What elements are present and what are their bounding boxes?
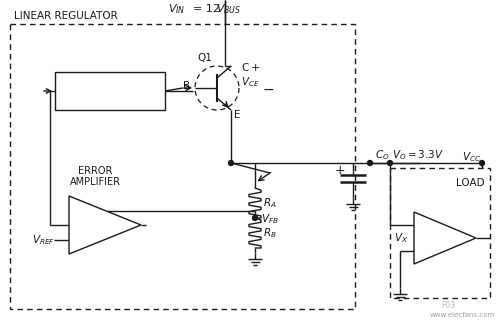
Circle shape [368, 161, 372, 165]
Text: www.elecfans.com: www.elecfans.com [430, 312, 495, 318]
Text: $V_{REF}$: $V_{REF}$ [32, 234, 55, 247]
Circle shape [252, 215, 258, 221]
Text: $V_O = 3.3V$: $V_O = 3.3V$ [392, 148, 444, 162]
Text: $C_O$: $C_O$ [375, 148, 390, 162]
Text: $V_{CE}$: $V_{CE}$ [241, 75, 260, 89]
Circle shape [480, 161, 484, 165]
Circle shape [388, 161, 392, 165]
Text: F03: F03 [441, 301, 455, 310]
Text: B: B [183, 81, 190, 91]
Text: ERROR: ERROR [78, 166, 112, 176]
Text: CURRENT: CURRENT [86, 80, 134, 90]
Bar [390, 168, 490, 298]
Text: AMPLIFIER: AMPLIFIER [70, 177, 120, 187]
Text: −: − [263, 83, 274, 97]
Text: = 12: = 12 [193, 4, 220, 14]
Text: AMPLIFIER: AMPLIFIER [84, 93, 136, 103]
Text: C: C [241, 63, 248, 73]
Text: Q1: Q1 [197, 53, 212, 63]
Text: LINEAR REGULATOR: LINEAR REGULATOR [14, 11, 118, 21]
Text: +: + [251, 63, 260, 73]
Text: +: + [419, 218, 430, 232]
Circle shape [228, 161, 234, 165]
Text: +: + [335, 164, 345, 178]
Text: $V_{IN}$: $V_{IN}$ [168, 2, 186, 16]
Bar [55, 72, 165, 110]
Text: $R_A$: $R_A$ [263, 196, 276, 210]
Polygon shape [69, 196, 141, 254]
Text: +: + [73, 233, 84, 246]
Text: −: − [74, 203, 86, 217]
Text: $V_{BUS}$: $V_{BUS}$ [216, 2, 242, 16]
Text: $R_B$: $R_B$ [263, 226, 276, 240]
Text: $V_X$: $V_X$ [394, 231, 408, 245]
Polygon shape [414, 212, 476, 264]
Text: $V_{CC}$: $V_{CC}$ [462, 150, 481, 164]
Text: LOAD: LOAD [456, 178, 485, 188]
Text: −: − [418, 244, 430, 258]
Text: E: E [234, 110, 240, 120]
Text: $V_{FB}$: $V_{FB}$ [261, 212, 279, 226]
Bar [10, 24, 355, 309]
